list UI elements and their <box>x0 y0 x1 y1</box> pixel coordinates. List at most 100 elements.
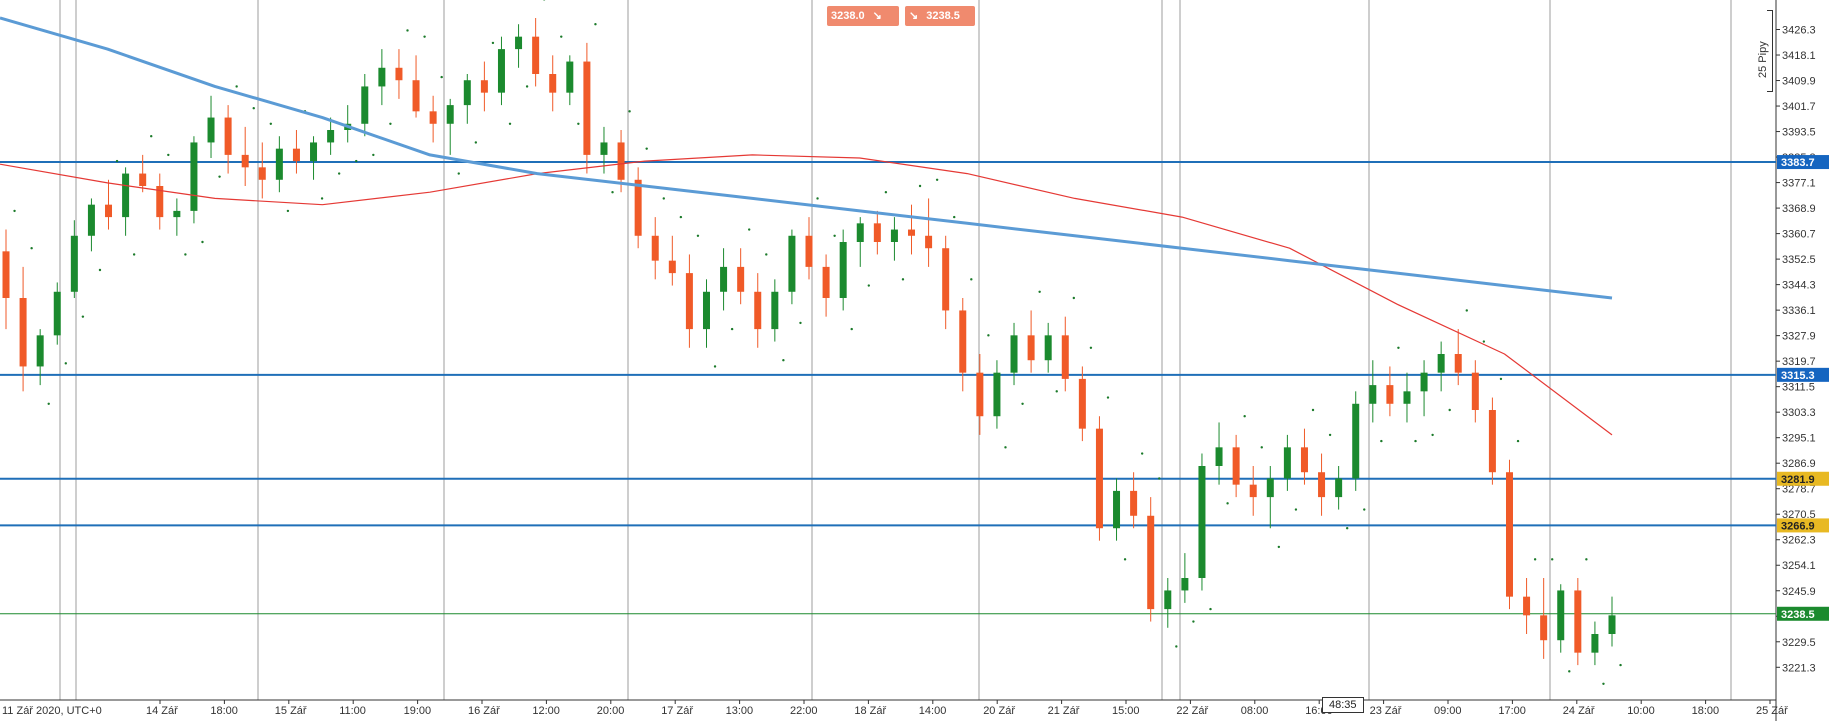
candle-body[interactable] <box>1044 335 1052 361</box>
candle-body[interactable] <box>1488 410 1496 473</box>
sar-dot <box>1004 446 1007 449</box>
candle-body[interactable] <box>361 86 369 124</box>
candle-body[interactable] <box>1420 372 1428 392</box>
candle-body[interactable] <box>1078 378 1086 429</box>
candle-body[interactable] <box>1147 515 1155 610</box>
candle-body[interactable] <box>190 142 198 211</box>
candle-body[interactable] <box>2 251 10 298</box>
candle-body[interactable] <box>805 235 813 267</box>
candle-body[interactable] <box>275 148 283 180</box>
candle-body[interactable] <box>839 242 847 298</box>
candle-body[interactable] <box>292 148 300 162</box>
candle-body[interactable] <box>925 235 933 249</box>
candle-body[interactable] <box>1471 372 1479 410</box>
candle-body[interactable] <box>1591 634 1599 653</box>
candle-body[interactable] <box>1198 466 1206 578</box>
candle-body[interactable] <box>480 80 488 93</box>
candle-body[interactable] <box>1574 590 1582 653</box>
candle-body[interactable] <box>720 266 728 292</box>
candle-body[interactable] <box>976 372 984 417</box>
candle-body[interactable] <box>1283 447 1291 479</box>
candle-body[interactable] <box>327 130 335 143</box>
candle-body[interactable] <box>156 186 164 218</box>
candle-body[interactable] <box>1027 335 1035 361</box>
candle-body[interactable] <box>566 61 574 93</box>
candle-body[interactable] <box>1164 590 1172 610</box>
candle-body[interactable] <box>515 36 523 50</box>
candle-body[interactable] <box>532 36 540 74</box>
candle-body[interactable] <box>737 266 745 292</box>
candle-body[interactable] <box>788 235 796 292</box>
sar-dot <box>150 135 153 138</box>
candle-body[interactable] <box>856 223 864 242</box>
candle-body[interactable] <box>1266 478 1274 498</box>
candle-body[interactable] <box>1232 447 1240 485</box>
candle-body[interactable] <box>771 291 779 330</box>
candle-body[interactable] <box>668 260 676 274</box>
candle-body[interactable] <box>429 111 437 124</box>
sell-price-badge[interactable]: 3238.0 ↘ <box>827 6 899 26</box>
candle-body[interactable] <box>497 49 505 93</box>
candle-body[interactable] <box>685 273 693 330</box>
candle-body[interactable] <box>702 291 710 330</box>
candle-body[interactable] <box>1215 447 1223 466</box>
candle-body[interactable] <box>1010 335 1018 373</box>
candle-body[interactable] <box>70 235 78 292</box>
candle-body[interactable] <box>549 74 557 93</box>
candle-body[interactable] <box>1523 596 1531 616</box>
candle-body[interactable] <box>1249 484 1257 498</box>
candle-body[interactable] <box>1181 578 1189 591</box>
candle-body[interactable] <box>1454 354 1462 373</box>
candle-body[interactable] <box>122 173 130 218</box>
candle-body[interactable] <box>1403 391 1411 404</box>
candle-body[interactable] <box>1437 354 1445 373</box>
candle-body[interactable] <box>53 291 61 336</box>
candle-body[interactable] <box>139 173 147 186</box>
candle-body[interactable] <box>87 204 95 236</box>
candle-body[interactable] <box>754 291 762 330</box>
candle-body[interactable] <box>395 67 403 81</box>
candle-body[interactable] <box>1318 472 1326 498</box>
candle-body[interactable] <box>241 154 249 168</box>
candle-body[interactable] <box>651 235 659 261</box>
buy-price-badge[interactable]: ↘ 3238.5 <box>905 6 975 26</box>
candle-body[interactable] <box>446 105 454 124</box>
candle-body[interactable] <box>1386 385 1394 404</box>
candle-body[interactable] <box>634 179 642 236</box>
candle-body[interactable] <box>890 229 898 242</box>
candle-body[interactable] <box>942 248 950 311</box>
candle-body[interactable] <box>310 142 318 162</box>
candle-body[interactable] <box>959 310 967 373</box>
candle-body[interactable] <box>1061 335 1069 379</box>
candle-body[interactable] <box>1113 490 1121 529</box>
candle-body[interactable] <box>908 229 916 236</box>
candle-body[interactable] <box>463 80 471 106</box>
candle-body[interactable] <box>36 335 44 367</box>
candle-body[interactable] <box>993 372 1001 417</box>
candle-body[interactable] <box>600 142 608 155</box>
candle-body[interactable] <box>1369 385 1377 404</box>
candle-body[interactable] <box>1352 403 1360 479</box>
candle-body[interactable] <box>1095 428 1103 529</box>
candle-body[interactable] <box>173 210 181 218</box>
candle-body[interactable] <box>1505 472 1513 597</box>
candle-body[interactable] <box>1300 447 1308 473</box>
candle-body[interactable] <box>19 298 27 367</box>
candle-body[interactable] <box>1130 490 1138 516</box>
candle-body[interactable] <box>1540 615 1548 641</box>
candle-body[interactable] <box>583 61 591 155</box>
candle-body[interactable] <box>1608 615 1616 634</box>
candle-body[interactable] <box>207 117 215 143</box>
candle-body[interactable] <box>617 142 625 180</box>
candle-body[interactable] <box>1557 590 1565 641</box>
candle-body[interactable] <box>378 67 386 87</box>
candle-body[interactable] <box>224 117 232 155</box>
candle-body[interactable] <box>412 80 420 112</box>
candle-body[interactable] <box>258 167 266 180</box>
candle-body[interactable] <box>873 223 881 242</box>
candle-body[interactable] <box>1335 478 1343 498</box>
sar-dot <box>372 153 375 157</box>
candle-body[interactable] <box>105 204 113 218</box>
candle-body[interactable] <box>822 266 830 298</box>
